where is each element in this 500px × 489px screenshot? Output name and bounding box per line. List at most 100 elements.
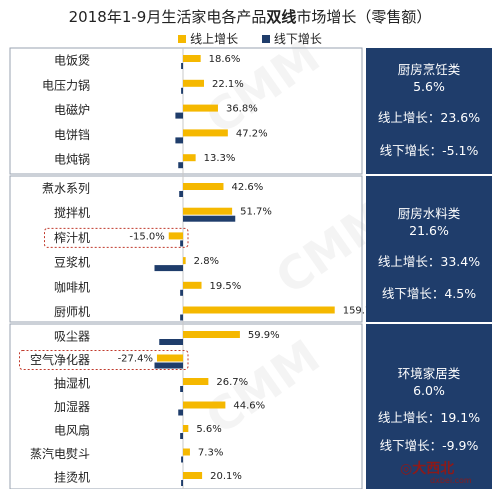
panel-offline: 线下增长：4.5%	[381, 286, 477, 301]
category-label: 加湿器	[54, 399, 90, 414]
legend-online: 线上增长	[178, 30, 238, 47]
online-bar	[183, 257, 186, 265]
legend-offline: 线下增长	[261, 30, 322, 47]
category-label: 蒸汽电熨斗	[30, 446, 90, 461]
offline-bar	[180, 240, 183, 247]
online-data-label: 159.7%	[343, 306, 381, 317]
group-panel-drinks: 厨房水料类 21.6% 线上增长：33.4% 线下增长：4.5%	[366, 176, 492, 322]
online-bar	[183, 55, 201, 62]
category-label: 电炖锅	[54, 152, 90, 167]
offline-bar	[181, 456, 183, 463]
offline-bar	[154, 362, 183, 369]
category-label: 抽湿机	[54, 376, 90, 391]
online-bar	[183, 448, 190, 456]
online-bar	[156, 354, 183, 362]
offline-bar	[178, 162, 183, 169]
online-bar	[183, 472, 203, 479]
online-data-label: -27.4%	[118, 354, 153, 365]
online-bar	[183, 183, 224, 190]
panel-title: 厨房烹饪类	[397, 62, 461, 77]
offline-bar	[181, 63, 183, 69]
panel-total: 21.6%	[409, 223, 449, 238]
online-bar	[183, 378, 209, 385]
group-frame	[9, 175, 363, 323]
online-data-label: 5.6%	[196, 424, 221, 435]
highlight-box	[44, 227, 189, 248]
offline-bar	[159, 339, 183, 345]
site-logo: ◎大西北	[400, 461, 455, 477]
online-data-label: 7.3%	[198, 448, 223, 459]
offline-bar	[180, 386, 183, 392]
offline-bar	[180, 433, 183, 439]
offline-bar	[179, 191, 183, 197]
offline-bar	[178, 409, 183, 416]
highlight-box	[19, 350, 189, 370]
offline-bar	[181, 87, 183, 94]
legend: 线上增长 线下增长	[0, 30, 500, 47]
category-label: 电磁炉	[54, 102, 90, 117]
online-bar	[168, 232, 183, 240]
category-label: 煮水系列	[42, 182, 90, 196]
category-label: 挂烫机	[54, 471, 90, 485]
online-bar	[183, 79, 204, 87]
online-data-label: 26.7%	[216, 377, 248, 388]
group-panel-cooking: 厨房烹饪类 5.6% 线上增长：23.6% 线下增长：-5.1%	[366, 48, 492, 174]
chart-title: 2018年1-9月生活家电各产品双线市场增长（零售额）	[68, 8, 432, 26]
panel-title: 环境家居类	[397, 366, 461, 381]
panel-offline: 线下增长：-9.9%	[379, 438, 479, 453]
category-label: 咖啡机	[54, 279, 90, 294]
online-data-label: -15.0%	[129, 231, 164, 242]
online-data-label: 47.2%	[236, 128, 268, 139]
online-bar	[183, 129, 228, 137]
legend-online-swatch	[178, 34, 187, 43]
group-panel-home: 环境家居类 6.0% 线上增长：19.1% 线下增长：-9.9%	[366, 324, 492, 489]
category-label: 吸尘器	[54, 330, 90, 344]
online-data-label: 22.1%	[212, 79, 244, 90]
offline-bar	[175, 112, 183, 119]
online-data-label: 42.6%	[231, 182, 263, 193]
offline-bar	[154, 265, 183, 272]
offline-bar	[180, 314, 183, 321]
online-bar	[183, 207, 233, 215]
online-bar	[183, 281, 202, 289]
category-label: 搅拌机	[54, 205, 90, 220]
group-frame	[9, 323, 363, 489]
online-data-label: 19.5%	[210, 281, 242, 292]
category-label: 榨汁机	[54, 230, 90, 245]
offline-bar	[181, 480, 183, 486]
online-data-label: 36.8%	[226, 104, 258, 115]
online-bar	[183, 306, 335, 314]
offline-bar	[180, 289, 183, 296]
online-data-label: 2.8%	[194, 256, 219, 267]
online-data-label: 20.1%	[210, 471, 242, 482]
online-data-label: 59.9%	[248, 330, 280, 341]
panel-title: 厨房水料类	[397, 206, 461, 221]
online-bar	[183, 425, 189, 432]
online-data-label: 51.7%	[240, 207, 272, 218]
offline-bar	[175, 137, 183, 144]
panel-offline: 线下增长：-5.1%	[379, 143, 479, 158]
online-data-label: 13.3%	[204, 153, 236, 164]
panel-online: 线上增长：19.1%	[377, 410, 481, 425]
category-label: 厨师机	[54, 305, 90, 319]
site-logo-url: dxbei.com	[430, 476, 472, 485]
offline-bar	[183, 215, 236, 222]
panel-online: 线上增长：23.6%	[377, 110, 481, 125]
online-bar	[183, 104, 218, 112]
legend-offline-swatch	[261, 34, 270, 43]
online-bar	[183, 401, 226, 409]
panel-total: 6.0%	[413, 383, 445, 398]
category-label: 空气净化器	[30, 352, 90, 367]
online-bar	[183, 331, 240, 338]
panel-total: 5.6%	[413, 79, 445, 94]
category-label: 电饼铛	[54, 127, 90, 142]
online-data-label: 18.6%	[209, 54, 241, 65]
online-bar	[183, 154, 196, 162]
panel-online: 线上增长：33.4%	[377, 254, 481, 269]
category-label: 电饭煲	[54, 53, 90, 68]
category-label: 电风扇	[54, 423, 90, 438]
group-frame	[9, 47, 363, 175]
category-label: 豆浆机	[54, 255, 90, 270]
online-data-label: 44.6%	[233, 401, 265, 412]
